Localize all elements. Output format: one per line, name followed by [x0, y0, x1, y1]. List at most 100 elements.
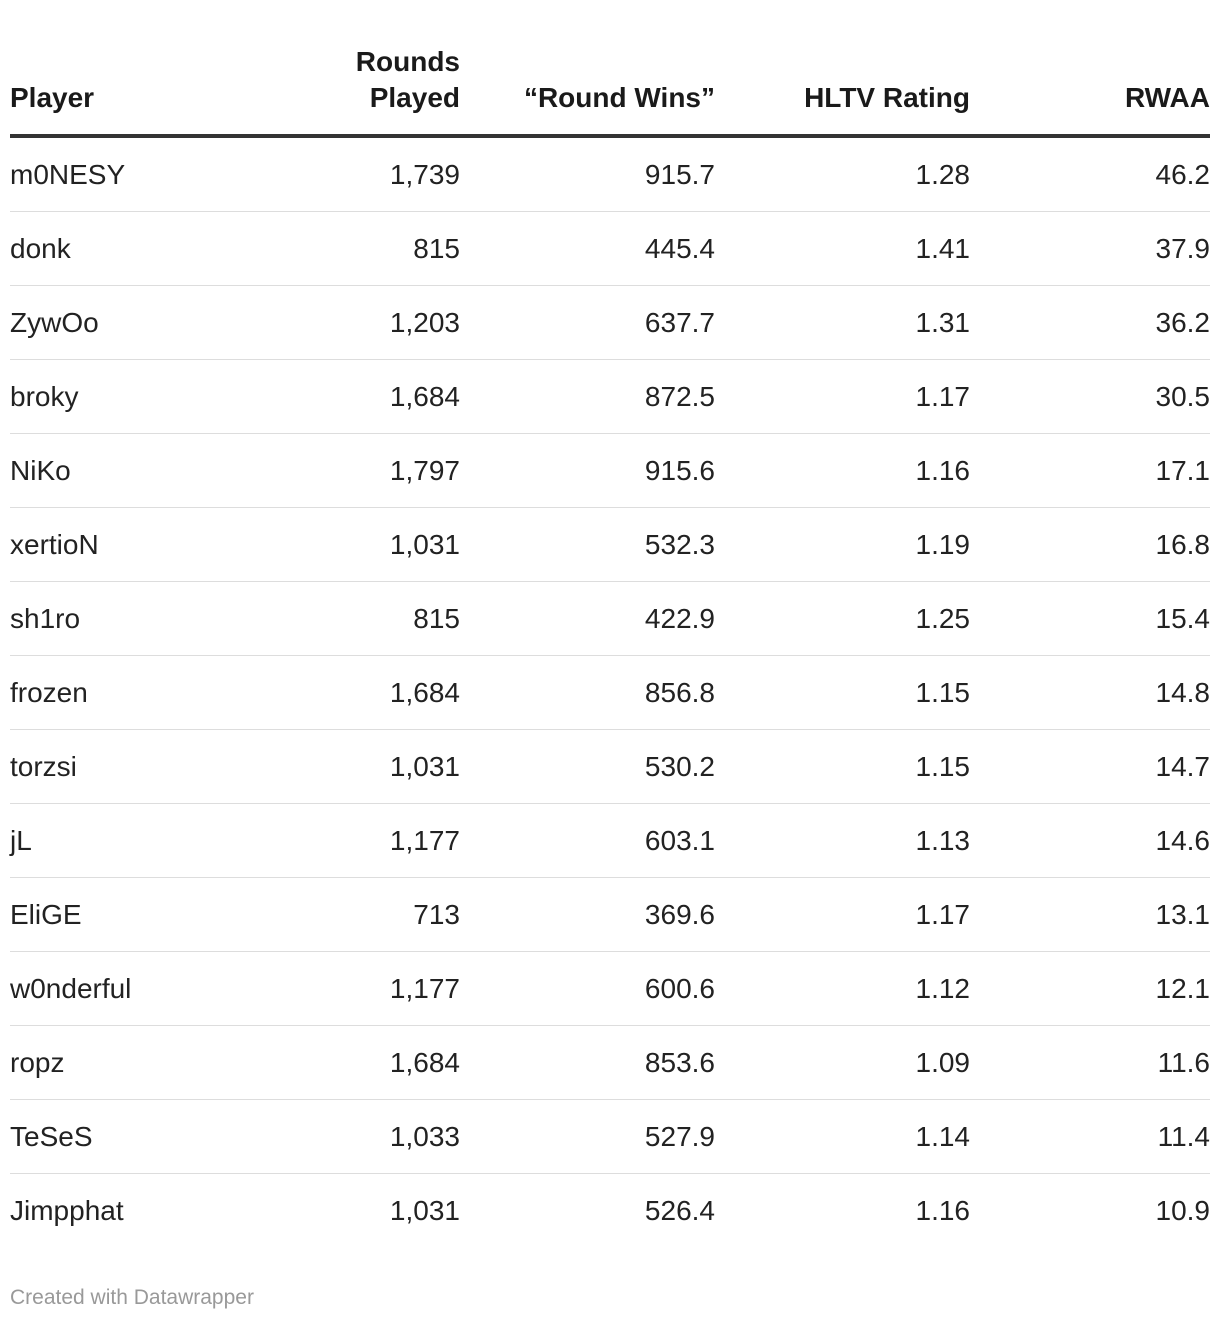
hltv-rating-cell: 1.16: [715, 433, 970, 508]
rwaa-cell: 36.2: [970, 285, 1210, 360]
player-cell: xertioN: [10, 507, 160, 582]
player-cell: ropz: [10, 1025, 160, 1100]
column-header-hltv-rating: HLTV Rating: [715, 44, 970, 138]
hltv-rating-cell: 1.17: [715, 877, 970, 952]
table-row: EliGE 713 369.6 1.17 13.1: [10, 877, 1210, 952]
column-header-round-wins: “Round Wins”: [460, 44, 715, 138]
rounds-played-cell: 1,739: [160, 136, 460, 212]
rwaa-cell: 16.8: [970, 507, 1210, 582]
rounds-played-cell: 1,684: [160, 1025, 460, 1100]
round-wins-cell: 856.8: [460, 655, 715, 730]
table-row: sh1ro 815 422.9 1.25 15.4: [10, 581, 1210, 656]
header-line: “Round Wins”: [523, 82, 715, 113]
table-row: torzsi 1,031 530.2 1.15 14.7: [10, 729, 1210, 804]
rwaa-cell: 15.4: [970, 581, 1210, 656]
player-cell: NiKo: [10, 433, 160, 508]
player-cell: sh1ro: [10, 581, 160, 656]
player-cell: frozen: [10, 655, 160, 730]
round-wins-cell: 915.7: [460, 136, 715, 212]
hltv-rating-cell: 1.15: [715, 729, 970, 804]
header-row: Player Rounds Played “Round Wins” HLTV R…: [10, 44, 1210, 138]
round-wins-cell: 603.1: [460, 803, 715, 878]
round-wins-cell: 532.3: [460, 507, 715, 582]
player-cell: EliGE: [10, 877, 160, 952]
table-row: m0NESY 1,739 915.7 1.28 46.2: [10, 136, 1210, 212]
hltv-rating-cell: 1.16: [915, 1194, 971, 1226]
rounds-played-cell: 1,031: [160, 729, 460, 804]
table-row: Jimpphat 1,031 526.4 1.16 10.9: [10, 1174, 1210, 1248]
table-row: donk 815 445.4 1.41 37.9: [10, 211, 1210, 286]
hltv-rating-cell: 1.41: [715, 211, 970, 286]
header-line: Played: [369, 82, 460, 113]
player-cell: jL: [10, 803, 160, 878]
rounds-played-cell: 1,684: [160, 655, 460, 730]
hltv-rating-cell: 1.15: [715, 655, 970, 730]
rounds-played-cell: 815: [160, 581, 460, 656]
hltv-rating-cell: 1.09: [715, 1025, 970, 1100]
round-wins-cell: 530.2: [460, 729, 715, 804]
round-wins-cell: 872.5: [460, 359, 715, 434]
table-body: m0NESY 1,739 915.7 1.28 46.2 donk 815 445.4 1.41…: [10, 136, 1210, 1247]
rounds-played-cell: 1,031: [389, 1194, 460, 1226]
hltv-rating-cell: 1.14: [715, 1099, 970, 1174]
player-cell: TeSeS: [10, 1099, 160, 1174]
rwaa-cell: 10.9: [1155, 1194, 1211, 1226]
player-cell: Jimpphat: [10, 1194, 124, 1226]
table-row: ropz 1,684 853.6 1.09 11.6: [10, 1025, 1210, 1100]
round-wins-cell: 526.4: [644, 1194, 715, 1226]
rounds-played-cell: 713: [160, 877, 460, 952]
column-header-player: Player: [10, 44, 160, 138]
rounds-played-cell: 1,177: [160, 803, 460, 878]
table-row: frozen 1,684 856.8 1.15 14.8: [10, 655, 1210, 730]
header-line: Rounds: [355, 46, 460, 77]
rwaa-cell: 11.4: [970, 1099, 1210, 1174]
rounds-played-cell: 1,177: [160, 951, 460, 1026]
table-row: xertioN 1,031 532.3 1.19 16.8: [10, 507, 1210, 582]
header-line: Player: [10, 82, 95, 113]
round-wins-cell: 369.6: [460, 877, 715, 952]
player-cell: torzsi: [10, 729, 160, 804]
table-row: TeSeS 1,033 527.9 1.14 11.4: [10, 1099, 1210, 1174]
round-wins-cell: 853.6: [460, 1025, 715, 1100]
column-header-rounds-played: Rounds Played: [160, 44, 460, 138]
rwaa-cell: 46.2: [970, 136, 1210, 212]
rwaa-cell: 14.7: [970, 729, 1210, 804]
round-wins-cell: 637.7: [460, 285, 715, 360]
rounds-played-cell: 1,684: [160, 359, 460, 434]
header-line: RWAA: [1124, 82, 1210, 113]
rwaa-cell: 14.8: [970, 655, 1210, 730]
player-stats-table-container: Player Rounds Played “Round Wins” HLTV R…: [10, 44, 1210, 1247]
rounds-played-cell: 1,031: [160, 507, 460, 582]
player-cell: m0NESY: [10, 136, 160, 212]
datawrapper-credit: Created with Datawrapper: [10, 1286, 254, 1309]
column-header-rwaa: RWAA: [970, 44, 1210, 138]
round-wins-cell: 915.6: [460, 433, 715, 508]
player-cell: donk: [10, 211, 160, 286]
rounds-played-cell: 1,203: [160, 285, 460, 360]
hltv-rating-cell: 1.17: [715, 359, 970, 434]
hltv-rating-cell: 1.13: [715, 803, 970, 878]
rwaa-cell: 37.9: [970, 211, 1210, 286]
hltv-rating-cell: 1.12: [715, 951, 970, 1026]
rwaa-cell: 13.1: [970, 877, 1210, 952]
hltv-rating-cell: 1.28: [715, 136, 970, 212]
rwaa-cell: 11.6: [970, 1025, 1210, 1100]
hltv-rating-cell: 1.25: [715, 581, 970, 656]
rwaa-cell: 30.5: [970, 359, 1210, 434]
player-cell: broky: [10, 359, 160, 434]
hltv-rating-cell: 1.19: [715, 507, 970, 582]
hltv-rating-cell: 1.31: [715, 285, 970, 360]
rwaa-cell: 17.1: [970, 433, 1210, 508]
rwaa-cell: 12.1: [970, 951, 1210, 1026]
round-wins-cell: 600.6: [460, 951, 715, 1026]
table-row: NiKo 1,797 915.6 1.16 17.1: [10, 433, 1210, 508]
rounds-played-cell: 1,033: [160, 1099, 460, 1174]
player-cell: ZywOo: [10, 285, 160, 360]
rwaa-cell: 14.6: [970, 803, 1210, 878]
player-cell: w0nderful: [10, 951, 160, 1026]
round-wins-cell: 422.9: [460, 581, 715, 656]
rounds-played-cell: 815: [160, 211, 460, 286]
table-row: jL 1,177 603.1 1.13 14.6: [10, 803, 1210, 878]
header-line: HLTV Rating: [804, 82, 970, 113]
round-wins-cell: 445.4: [460, 211, 715, 286]
